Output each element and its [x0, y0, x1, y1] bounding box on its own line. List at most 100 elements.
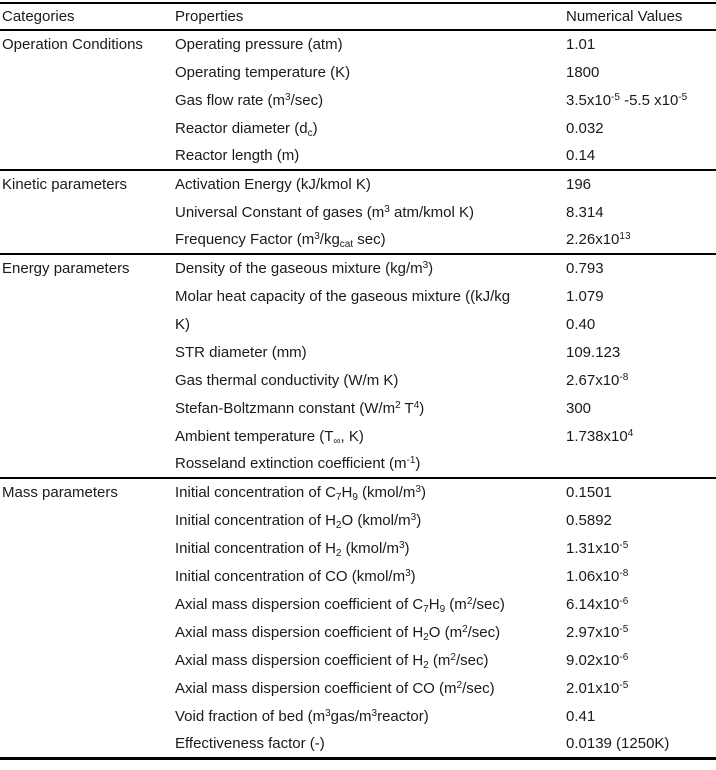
category-cell: [0, 590, 175, 618]
category-cell: [0, 366, 175, 394]
table-row: Initial concentration of H2O (kmol/m3) 0.…: [0, 506, 716, 534]
table-row: Initial concentration of CO (kmol/m3) 1.0…: [0, 562, 716, 590]
value-cell: 9.02x10-6: [566, 651, 629, 669]
category-cell: [0, 86, 175, 114]
value-cell: 300: [566, 399, 592, 417]
property-cell: Initial concentration of C7H9 (kmol/m3): [175, 484, 426, 503]
property-cell: Operating pressure (atm): [175, 36, 343, 53]
category-cell: [0, 618, 175, 646]
category-cell: [0, 142, 175, 170]
value-cell: 1800: [566, 63, 600, 81]
property-cell: Gas thermal conductivity (W/m K): [175, 371, 399, 389]
table-row: STR diameter (mm) 109.123: [0, 338, 716, 366]
property-cell: Effectiveness factor (-): [175, 734, 325, 752]
table-row: Gas flow rate (m3/sec) 3.5x10-5 -5.5 x10-…: [0, 86, 716, 114]
header-numerical-values: Numerical Values: [566, 8, 683, 25]
property-cell: Stefan-Boltzmann constant (W/m2 T4): [175, 399, 425, 417]
value-cell: 1.31x10-5: [566, 539, 629, 557]
property-cell: Ambient temperature (T∞, K): [175, 427, 364, 447]
property-cell: Rosseland extinction coefficient (m-1): [175, 455, 421, 472]
header-categories: Categories: [2, 8, 75, 25]
property-cell: Density of the gaseous mixture (kg/m3): [175, 260, 434, 277]
table-row: Operating temperature (K) 1800: [0, 58, 716, 86]
category-cell: [0, 646, 175, 674]
table-row: Stefan-Boltzmann constant (W/m2 T4) 300: [0, 394, 716, 422]
property-cell: Operating temperature (K): [175, 63, 351, 81]
property-cell: Gas flow rate (m3/sec): [175, 91, 324, 109]
category-cell: [0, 702, 175, 730]
table-row: Ambient temperature (T∞, K) 1.738x104: [0, 422, 716, 450]
category-cell: [0, 114, 175, 142]
table-row: Rosseland extinction coefficient (m-1): [0, 450, 716, 478]
value-cell: 0.793: [566, 260, 604, 277]
category-cell: [0, 310, 175, 338]
category-cell: Operation Conditions: [2, 36, 143, 53]
value-cell: 8.314: [566, 203, 604, 221]
property-cell: K): [175, 315, 190, 333]
value-cell: 1.01: [566, 36, 596, 53]
table-body: Operation Conditions Operating pressure (…: [0, 30, 716, 758]
value-cell: 0.14: [566, 147, 596, 164]
category-cell: [0, 58, 175, 86]
table-row: Molar heat capacity of the gaseous mixtu…: [0, 282, 716, 310]
table-row: Kinetic parameters Activation Energy (kJ/…: [0, 170, 716, 198]
table-row: Void fraction of bed (m3gas/m3reactor) 0.…: [0, 702, 716, 730]
value-cell: 2.67x10-8: [566, 371, 629, 389]
property-cell: STR diameter (mm): [175, 343, 307, 361]
category-cell: [0, 338, 175, 366]
value-cell: 2.26x1013: [566, 231, 631, 248]
category-cell: Energy parameters: [2, 260, 130, 277]
value-cell: [566, 450, 716, 478]
category-cell: [0, 506, 175, 534]
category-cell: [0, 422, 175, 450]
category-cell: [0, 450, 175, 478]
property-cell: Reactor diameter (dc): [175, 119, 318, 139]
table-row: Universal Constant of gases (m3 atm/kmol…: [0, 198, 716, 226]
property-cell: Initial concentration of H2O (kmol/m3): [175, 511, 422, 531]
category-cell: [0, 226, 175, 254]
value-cell: 3.5x10-5 -5.5 x10-5: [566, 91, 688, 109]
value-cell: 1.06x10-8: [566, 567, 629, 585]
property-cell: Reactor length (m): [175, 147, 300, 164]
property-cell: Axial mass dispersion coefficient of H2 …: [175, 651, 489, 671]
table-row: Axial mass dispersion coefficient of H2 …: [0, 646, 716, 674]
table-row: Mass parameters Initial concentration of …: [0, 478, 716, 506]
value-cell: 1.738x104: [566, 427, 634, 445]
value-cell: 0.41: [566, 707, 596, 725]
value-cell: 0.5892: [566, 511, 612, 529]
value-cell: 196: [566, 176, 592, 193]
table-row: Effectiveness factor (-) 0.0139 (1250K): [0, 730, 716, 758]
value-cell: 0.032: [566, 119, 604, 137]
property-cell: Frequency Factor (m3/kgcat sec): [175, 231, 386, 250]
table-row: Axial mass dispersion coefficient of CO …: [0, 674, 716, 702]
value-cell: 0.40: [566, 315, 596, 333]
property-cell: Initial concentration of CO (kmol/m3): [175, 567, 416, 585]
value-cell: 0.1501: [566, 484, 612, 501]
value-cell: 2.01x10-5: [566, 679, 629, 697]
table-row: Gas thermal conductivity (W/m K) 2.67x10-…: [0, 366, 716, 394]
table-row: Axial mass dispersion coefficient of H2O…: [0, 618, 716, 646]
value-cell: 6.14x10-6: [566, 595, 629, 613]
category-cell: [0, 534, 175, 562]
property-cell: Void fraction of bed (m3gas/m3reactor): [175, 707, 429, 725]
category-cell: [0, 730, 175, 758]
property-cell: Axial mass dispersion coefficient of CO …: [175, 679, 495, 697]
table-row: Reactor diameter (dc) 0.032: [0, 114, 716, 142]
category-cell: [0, 562, 175, 590]
category-cell: [0, 674, 175, 702]
category-cell: [0, 198, 175, 226]
table-row: Operation Conditions Operating pressure (…: [0, 30, 716, 58]
property-cell: Axial mass dispersion coefficient of H2O…: [175, 623, 501, 643]
category-cell: Kinetic parameters: [2, 176, 128, 193]
table-row: Initial concentration of H2 (kmol/m3) 1.3…: [0, 534, 716, 562]
table-row: Axial mass dispersion coefficient of C7H…: [0, 590, 716, 618]
value-cell: 109.123: [566, 343, 621, 361]
category-cell: [0, 394, 175, 422]
header-row: Categories Properties Numerical Values: [0, 3, 716, 30]
table-row: Frequency Factor (m3/kgcat sec) 2.26x1013: [0, 226, 716, 254]
value-cell: 1.079: [566, 287, 604, 305]
property-cell: Initial concentration of H2 (kmol/m3): [175, 539, 410, 559]
property-cell: Activation Energy (kJ/kmol K): [175, 176, 371, 193]
